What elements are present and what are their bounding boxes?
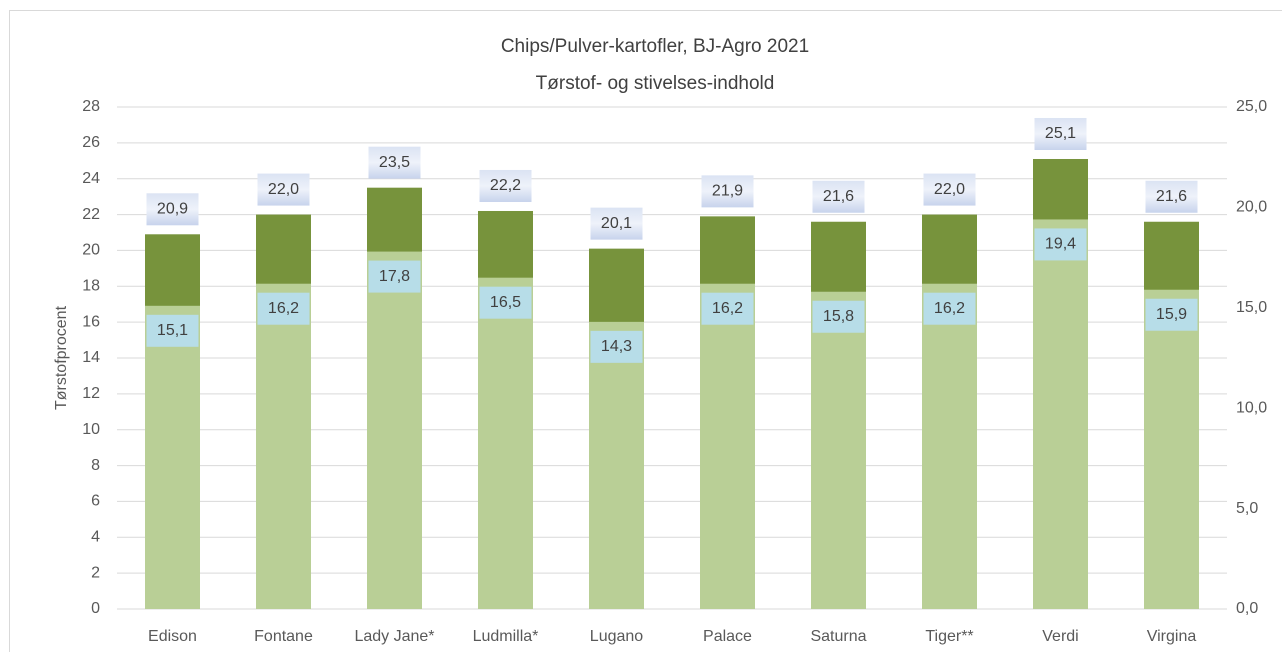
- data-label-box: [590, 207, 643, 240]
- y-tick-label: 26: [82, 134, 100, 151]
- y-tick-label: 18: [82, 278, 100, 295]
- data-label: 16,2: [712, 300, 743, 317]
- data-label: 14,3: [601, 338, 632, 355]
- chart-subtitle: Tørstof- og stivelses-indhold: [536, 73, 775, 94]
- bar: [367, 251, 422, 610]
- data-label: 20,9: [157, 201, 188, 218]
- bar: [811, 291, 866, 609]
- data-label-box: [146, 314, 199, 347]
- bar: [700, 283, 755, 609]
- data-label: 20,1: [601, 215, 632, 232]
- chart-frame: [9, 10, 1282, 652]
- y2-tick-label: 20,0: [1236, 199, 1267, 216]
- y-tick-label: 14: [82, 349, 100, 366]
- x-tick-label: Lugano: [590, 628, 643, 645]
- y-axis-label: Tørstofprocent: [53, 305, 70, 410]
- data-label-box: [479, 169, 532, 202]
- bar: [1033, 219, 1088, 609]
- data-label: 21,6: [1156, 188, 1187, 205]
- y2-tick-label: 10,0: [1236, 399, 1267, 416]
- x-tick-label: Edison: [148, 628, 197, 645]
- bar: [478, 277, 533, 609]
- y-tick-label: 8: [91, 457, 100, 474]
- data-label-box: [1034, 117, 1087, 150]
- y-tick-label: 12: [82, 385, 100, 402]
- chart-title: Chips/Pulver-kartofler, BJ-Agro 2021: [501, 36, 809, 57]
- data-label-box: [1034, 228, 1087, 261]
- y-tick-label: 20: [82, 242, 100, 259]
- data-label: 22,0: [934, 181, 965, 198]
- x-tick-label: Verdi: [1042, 628, 1078, 645]
- data-label-box: [812, 180, 865, 213]
- bar: [145, 305, 200, 609]
- data-label: 16,5: [490, 294, 521, 311]
- bar: [589, 321, 644, 609]
- data-label-box: [701, 175, 754, 208]
- data-label-box: [479, 286, 532, 319]
- data-label: 16,2: [934, 300, 965, 317]
- y2-tick-label: 25,0: [1236, 98, 1267, 115]
- x-tick-label: Palace: [703, 628, 752, 645]
- data-label-box: [1145, 298, 1198, 331]
- data-label: 19,4: [1045, 236, 1076, 253]
- data-label: 15,8: [823, 308, 854, 325]
- y2-tick-label: 0,0: [1236, 600, 1258, 617]
- data-label: 23,5: [379, 154, 410, 171]
- data-label: 25,1: [1045, 125, 1076, 142]
- bar: [922, 283, 977, 609]
- y-tick-label: 0: [91, 600, 100, 617]
- y2-tick-label: 15,0: [1236, 299, 1267, 316]
- x-tick-label: Lady Jane*: [354, 628, 434, 645]
- data-label: 17,8: [379, 268, 410, 285]
- y-tick-label: 2: [91, 564, 100, 581]
- bar: [1144, 289, 1199, 609]
- data-label-box: [923, 292, 976, 325]
- data-label-box: [701, 292, 754, 325]
- y-tick-label: 22: [82, 206, 100, 223]
- data-label-box: [590, 330, 643, 363]
- data-label-box: [1145, 180, 1198, 213]
- data-label: 21,6: [823, 188, 854, 205]
- data-label: 21,9: [712, 183, 743, 200]
- data-label: 16,2: [268, 300, 299, 317]
- y-tick-label: 28: [82, 98, 100, 115]
- data-label: 22,2: [490, 177, 521, 194]
- bar: [256, 283, 311, 609]
- data-label-box: [257, 292, 310, 325]
- data-label-box: [812, 300, 865, 333]
- data-label: 22,0: [268, 181, 299, 198]
- x-tick-label: Fontane: [254, 628, 313, 645]
- data-label: 15,9: [1156, 306, 1187, 323]
- y-tick-label: 16: [82, 313, 100, 330]
- y-tick-label: 10: [82, 421, 100, 438]
- y-tick-label: 6: [91, 493, 100, 510]
- y-tick-label: 4: [91, 529, 100, 546]
- data-label-box: [146, 193, 199, 226]
- y2-tick-label: 5,0: [1236, 500, 1258, 517]
- x-tick-label: Tiger**: [925, 628, 973, 645]
- x-tick-label: Saturna: [810, 628, 866, 645]
- data-label-box: [923, 173, 976, 206]
- data-label-box: [257, 173, 310, 206]
- x-tick-label: Virgina: [1147, 628, 1197, 645]
- y-tick-label: 24: [82, 170, 100, 187]
- data-label-box: [368, 146, 421, 179]
- x-tick-label: Ludmilla*: [473, 628, 539, 645]
- data-label-box: [368, 260, 421, 293]
- data-label: 15,1: [157, 322, 188, 339]
